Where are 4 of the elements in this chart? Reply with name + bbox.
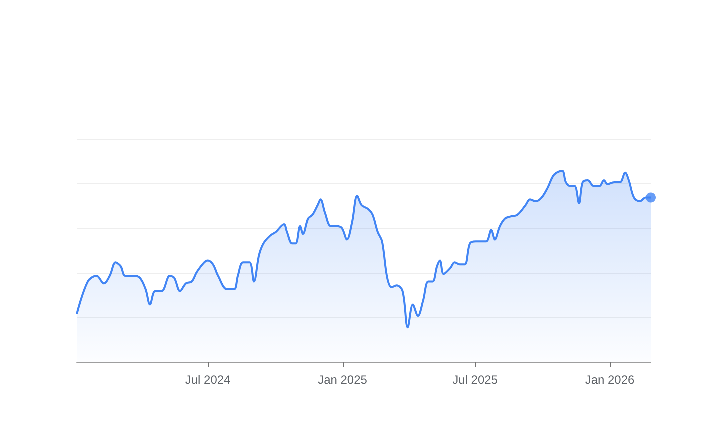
x-tick-label: Jan 2025 xyxy=(318,373,368,387)
x-tick-label: Jul 2025 xyxy=(452,373,498,387)
x-tick-label: Jan 2026 xyxy=(585,373,636,387)
x-tick-label: Jul 2024 xyxy=(185,373,232,387)
